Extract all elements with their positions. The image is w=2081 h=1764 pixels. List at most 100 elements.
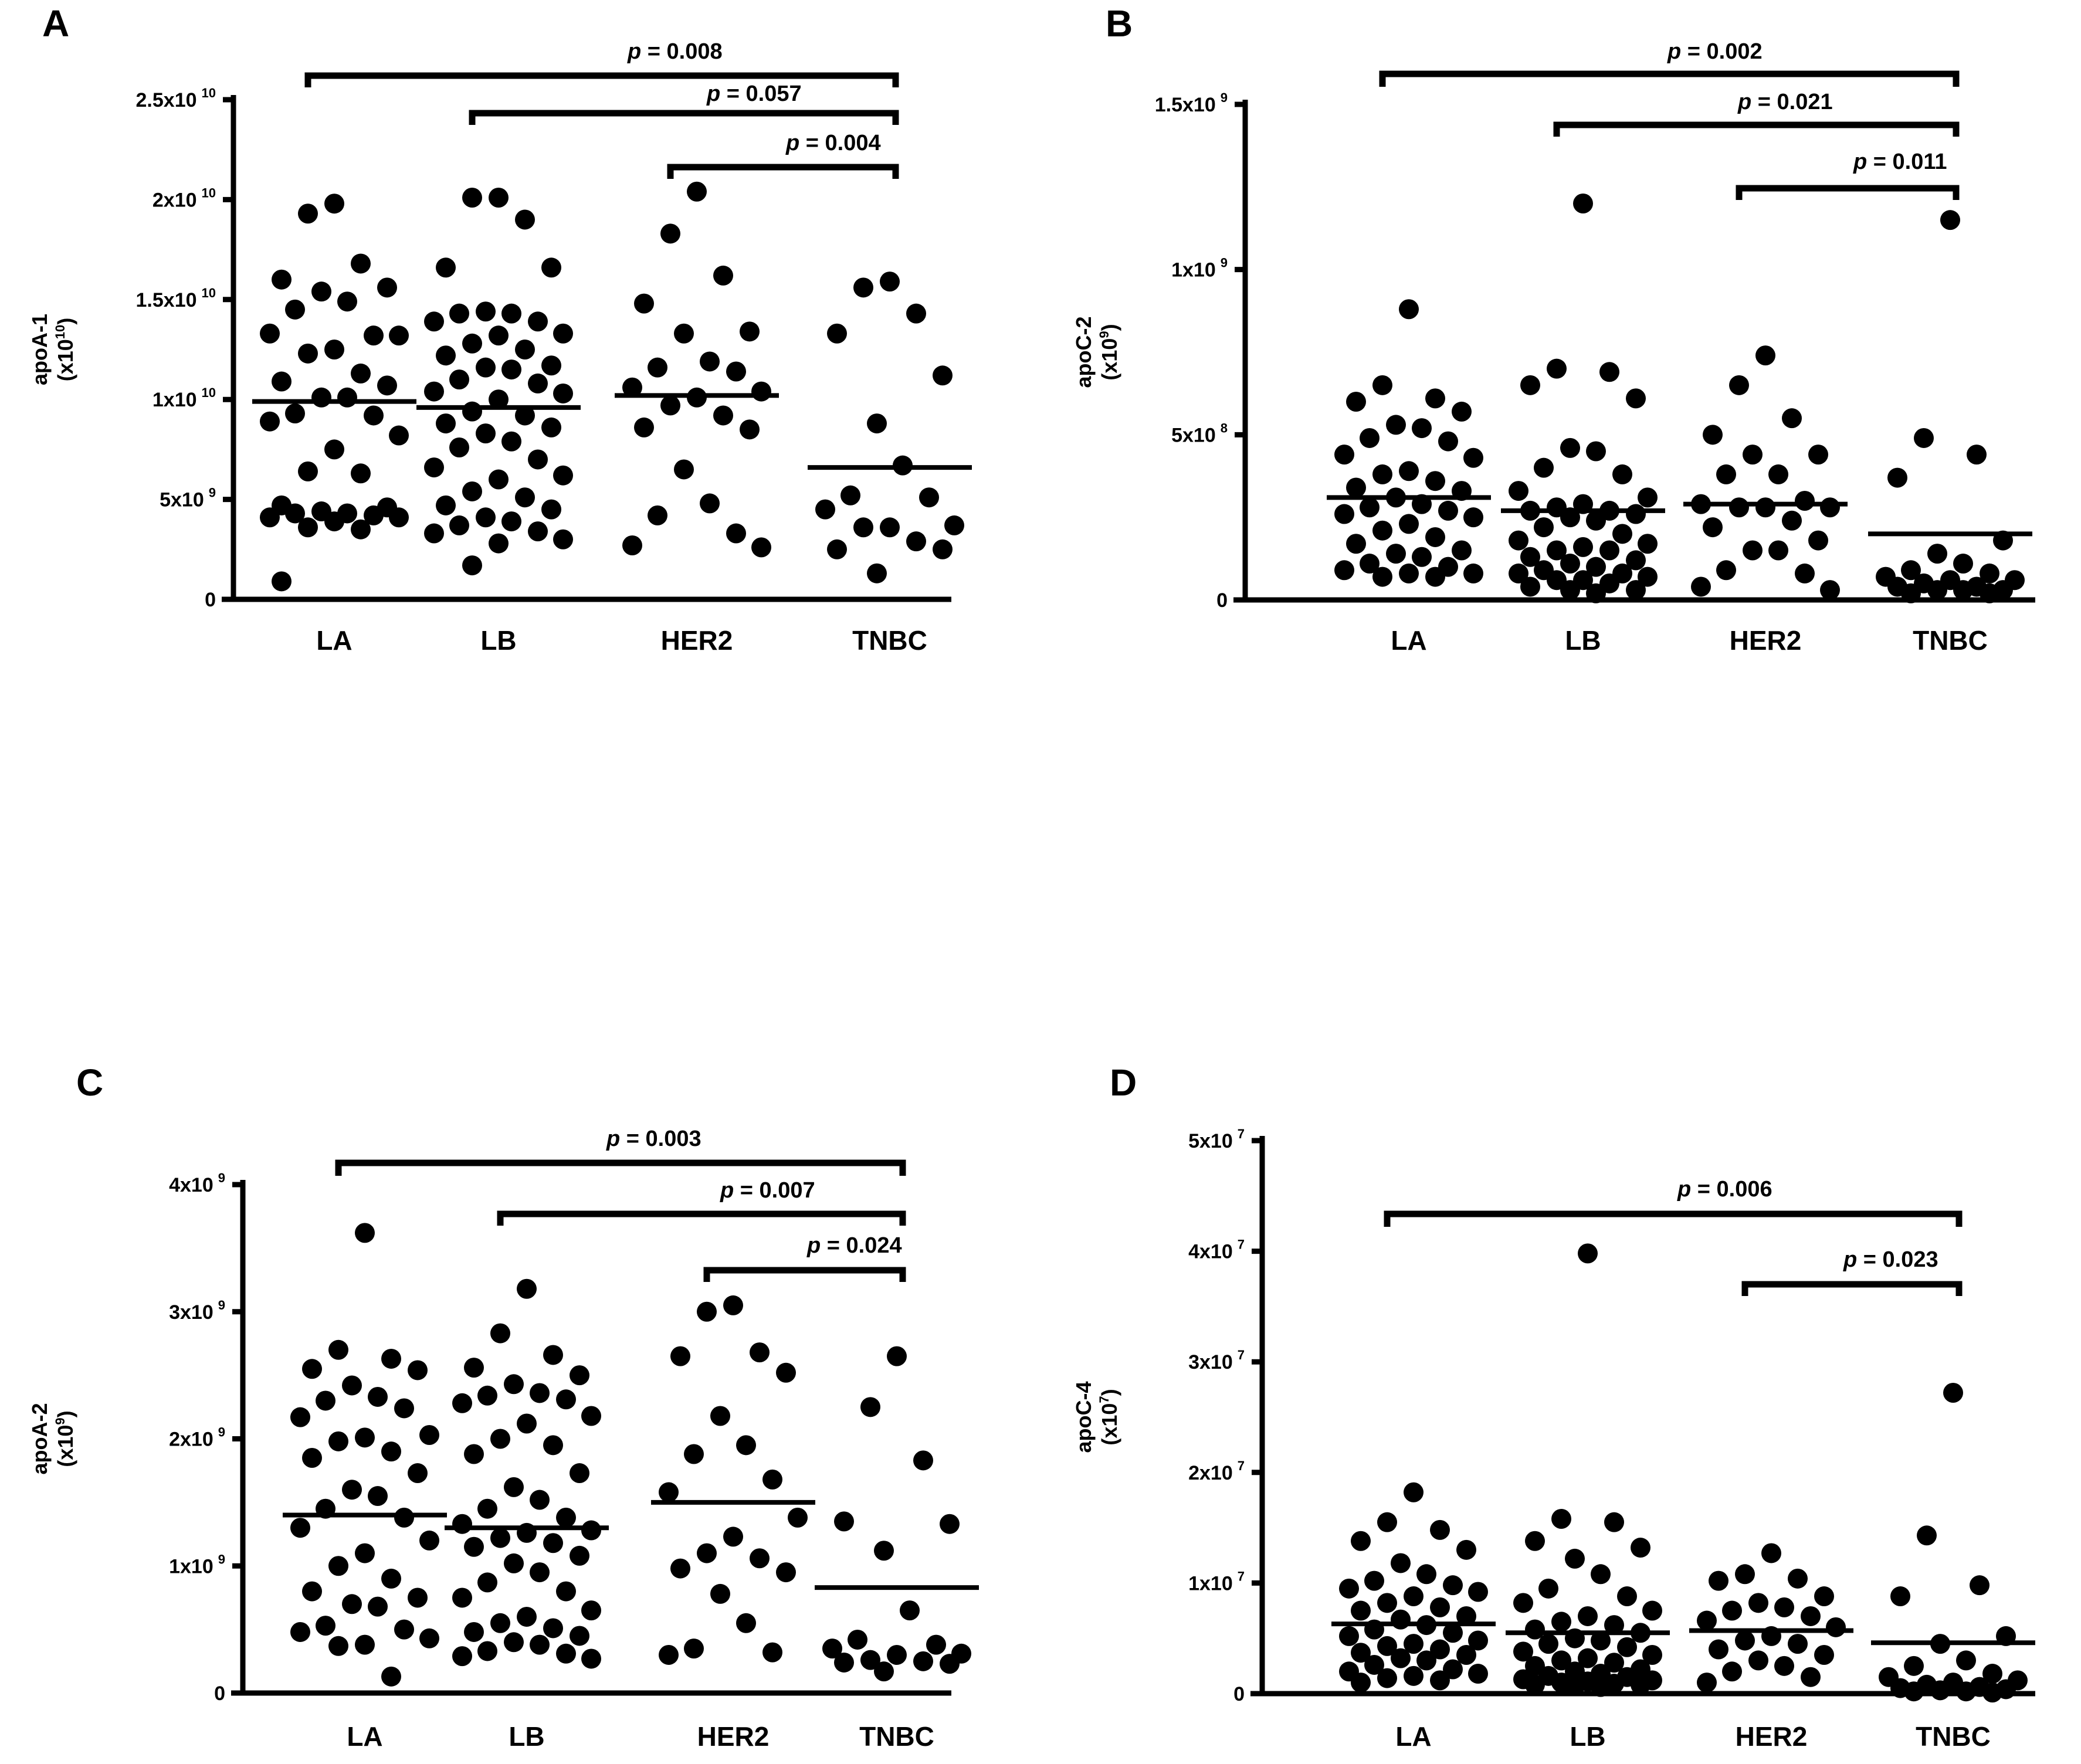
data-point [1386,544,1406,564]
y-tick-label: 5x10 8 [1171,420,1228,446]
data-point [1591,1630,1611,1651]
data-point [408,1360,428,1380]
data-point [1826,1617,1846,1637]
data-point [464,1358,484,1378]
data-point [1956,1650,1976,1671]
data-point [622,377,642,398]
data-point [355,1543,375,1563]
x-category-label: TNBC [859,1721,934,1752]
data-point [1551,1612,1571,1632]
data-point [290,1518,310,1538]
data-point [1729,497,1749,518]
series-tnbc [815,1346,979,1682]
significance-bracket: p = 0.004 [667,131,899,179]
data-point [556,1507,576,1528]
data-point [462,555,482,576]
data-point [1788,1634,1808,1654]
data-point [874,1661,894,1682]
data-point [424,381,444,402]
data-point [660,395,680,416]
data-point [462,481,482,501]
data-point [634,417,654,437]
data-point [408,1463,428,1484]
data-point [1425,566,1445,587]
data-point [940,1654,960,1674]
data-point [1399,299,1419,320]
data-point [528,311,548,332]
panel-letter: C [76,1061,103,1104]
data-point [1456,1644,1476,1665]
data-point [1538,1578,1558,1599]
data-point [1425,471,1445,491]
data-point [1743,445,1763,465]
y-tick-label: 2x10 10 [152,185,216,211]
data-point [298,461,318,481]
data-point [726,361,746,382]
data-point [1443,1623,1463,1643]
y-axis-label: apoA-1(x1010) [28,314,77,385]
data-point [389,425,409,446]
data-point [553,323,573,344]
data-point [1334,504,1354,524]
data-point [622,535,642,555]
p-value-label: p = 0.007 [720,1178,815,1203]
data-point [1604,1512,1624,1532]
data-point [1638,487,1658,508]
data-point [324,439,344,460]
data-point [1716,560,1736,581]
data-point [1399,563,1419,584]
data-point [389,325,409,346]
data-point [1626,504,1646,524]
data-point [1586,583,1606,603]
data-point [1565,1548,1585,1569]
data-point [1399,514,1419,534]
significance-bracket: p = 0.021 [1553,90,1960,137]
data-point [751,537,771,558]
data-point [1520,547,1540,567]
p-value-label: p = 0.006 [1677,1177,1772,1202]
data-point [311,387,331,408]
p-value-label: p = 0.024 [806,1233,902,1258]
data-point [1604,1653,1624,1673]
data-point [528,373,548,393]
data-point [1626,550,1646,571]
data-point [1638,534,1658,554]
x-category-label: TNBC [1916,1721,1991,1752]
data-point [1339,1626,1359,1646]
data-point [1377,1668,1397,1688]
data-point [1452,540,1472,561]
data-point [1722,1661,1742,1682]
data-point [1430,1519,1450,1540]
data-point [887,1644,907,1665]
data-point [452,1646,472,1667]
data-point [364,405,384,426]
data-point [1927,580,1947,601]
data-point [1814,1644,1834,1665]
data-point [697,1301,717,1322]
data-point [1795,491,1815,511]
data-point [1703,425,1723,445]
data-point [351,519,371,540]
data-point [1982,1664,2002,1684]
data-point [822,1639,842,1659]
data-point [1372,566,1392,587]
data-point [553,529,573,549]
y-tick-label: 0 [214,1682,225,1705]
p-value-label: p = 0.021 [1737,90,1833,114]
data-point [815,499,835,520]
data-point [1631,1674,1650,1695]
data-point [1748,1593,1768,1613]
data-point [887,1346,907,1366]
data-point [272,371,292,392]
x-category-label: HER2 [1730,625,1802,656]
data-point [1463,507,1483,528]
data-point [710,1406,730,1426]
data-point [477,1498,497,1519]
data-point [581,1406,601,1426]
data-point [1573,194,1593,213]
p-value-label: p = 0.023 [1843,1247,1938,1272]
data-point [919,487,939,508]
y-axis-label: apoC-2(x109) [1072,316,1121,388]
bracket-line [335,1159,906,1176]
